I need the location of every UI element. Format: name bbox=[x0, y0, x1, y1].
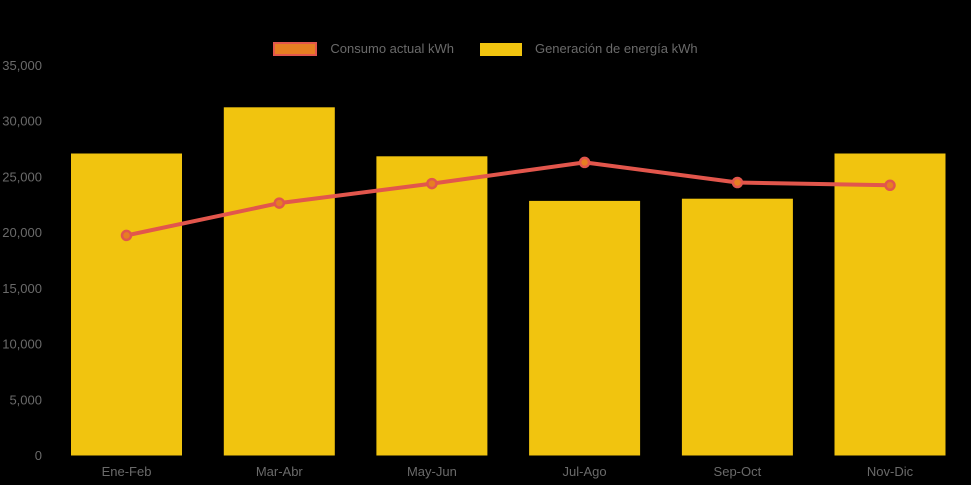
chart-legend: Consumo actual kWh Generación de energía… bbox=[0, 42, 971, 56]
line-point-nov-dic[interactable] bbox=[884, 179, 896, 192]
y-axis-tick-label: 20,000 bbox=[2, 225, 42, 240]
y-axis-tick-label: 5,000 bbox=[9, 392, 42, 407]
y-axis-tick-label: 25,000 bbox=[2, 169, 42, 184]
y-axis-tick-label: 35,000 bbox=[2, 58, 42, 73]
x-axis-category-label: Mar-Abr bbox=[256, 464, 304, 479]
x-axis-category-label: May-Jun bbox=[407, 464, 457, 479]
x-axis-category-label: Jul-Ago bbox=[563, 464, 607, 479]
legend-label-generacion-energia: Generación de energía kWh bbox=[534, 41, 698, 56]
consumo-actual-swatch-icon bbox=[273, 42, 318, 56]
legend-label-consumo-actual: Consumo actual kWh bbox=[330, 41, 454, 56]
bar-ene-feb[interactable] bbox=[71, 153, 182, 456]
generacion-energia-swatch-icon bbox=[479, 42, 522, 56]
bar-nov-dic[interactable] bbox=[834, 153, 946, 456]
line-point-ene-feb[interactable] bbox=[120, 229, 133, 242]
y-axis-tick-label: 30,000 bbox=[2, 114, 42, 129]
x-axis-category-label: Sep-Oct bbox=[714, 464, 762, 479]
bar-jul-ago[interactable] bbox=[529, 200, 641, 456]
y-axis-tick-label: 10,000 bbox=[2, 337, 42, 352]
line-point-sep-oct[interactable] bbox=[731, 176, 744, 189]
x-axis-category-label: Ene-Feb bbox=[102, 464, 152, 479]
line-point-mar-abr[interactable] bbox=[273, 197, 286, 209]
y-axis-tick-label: 15,000 bbox=[2, 281, 42, 296]
x-axis-category-label: Nov-Dic bbox=[867, 464, 914, 479]
line-point-jul-ago[interactable] bbox=[578, 156, 591, 169]
consumption-line bbox=[124, 160, 892, 238]
line-point-may-jun[interactable] bbox=[426, 177, 438, 190]
legend-item-consumo-actual[interactable]: Consumo actual kWh bbox=[273, 42, 454, 56]
legend-item-generacion-energia[interactable]: Generación de energía kWh bbox=[479, 41, 698, 56]
y-axis-tick-label: 0 bbox=[35, 448, 42, 463]
bar-may-jun[interactable] bbox=[376, 156, 488, 456]
bar-mar-abr[interactable] bbox=[223, 107, 335, 456]
bar-sep-oct[interactable] bbox=[681, 198, 793, 456]
